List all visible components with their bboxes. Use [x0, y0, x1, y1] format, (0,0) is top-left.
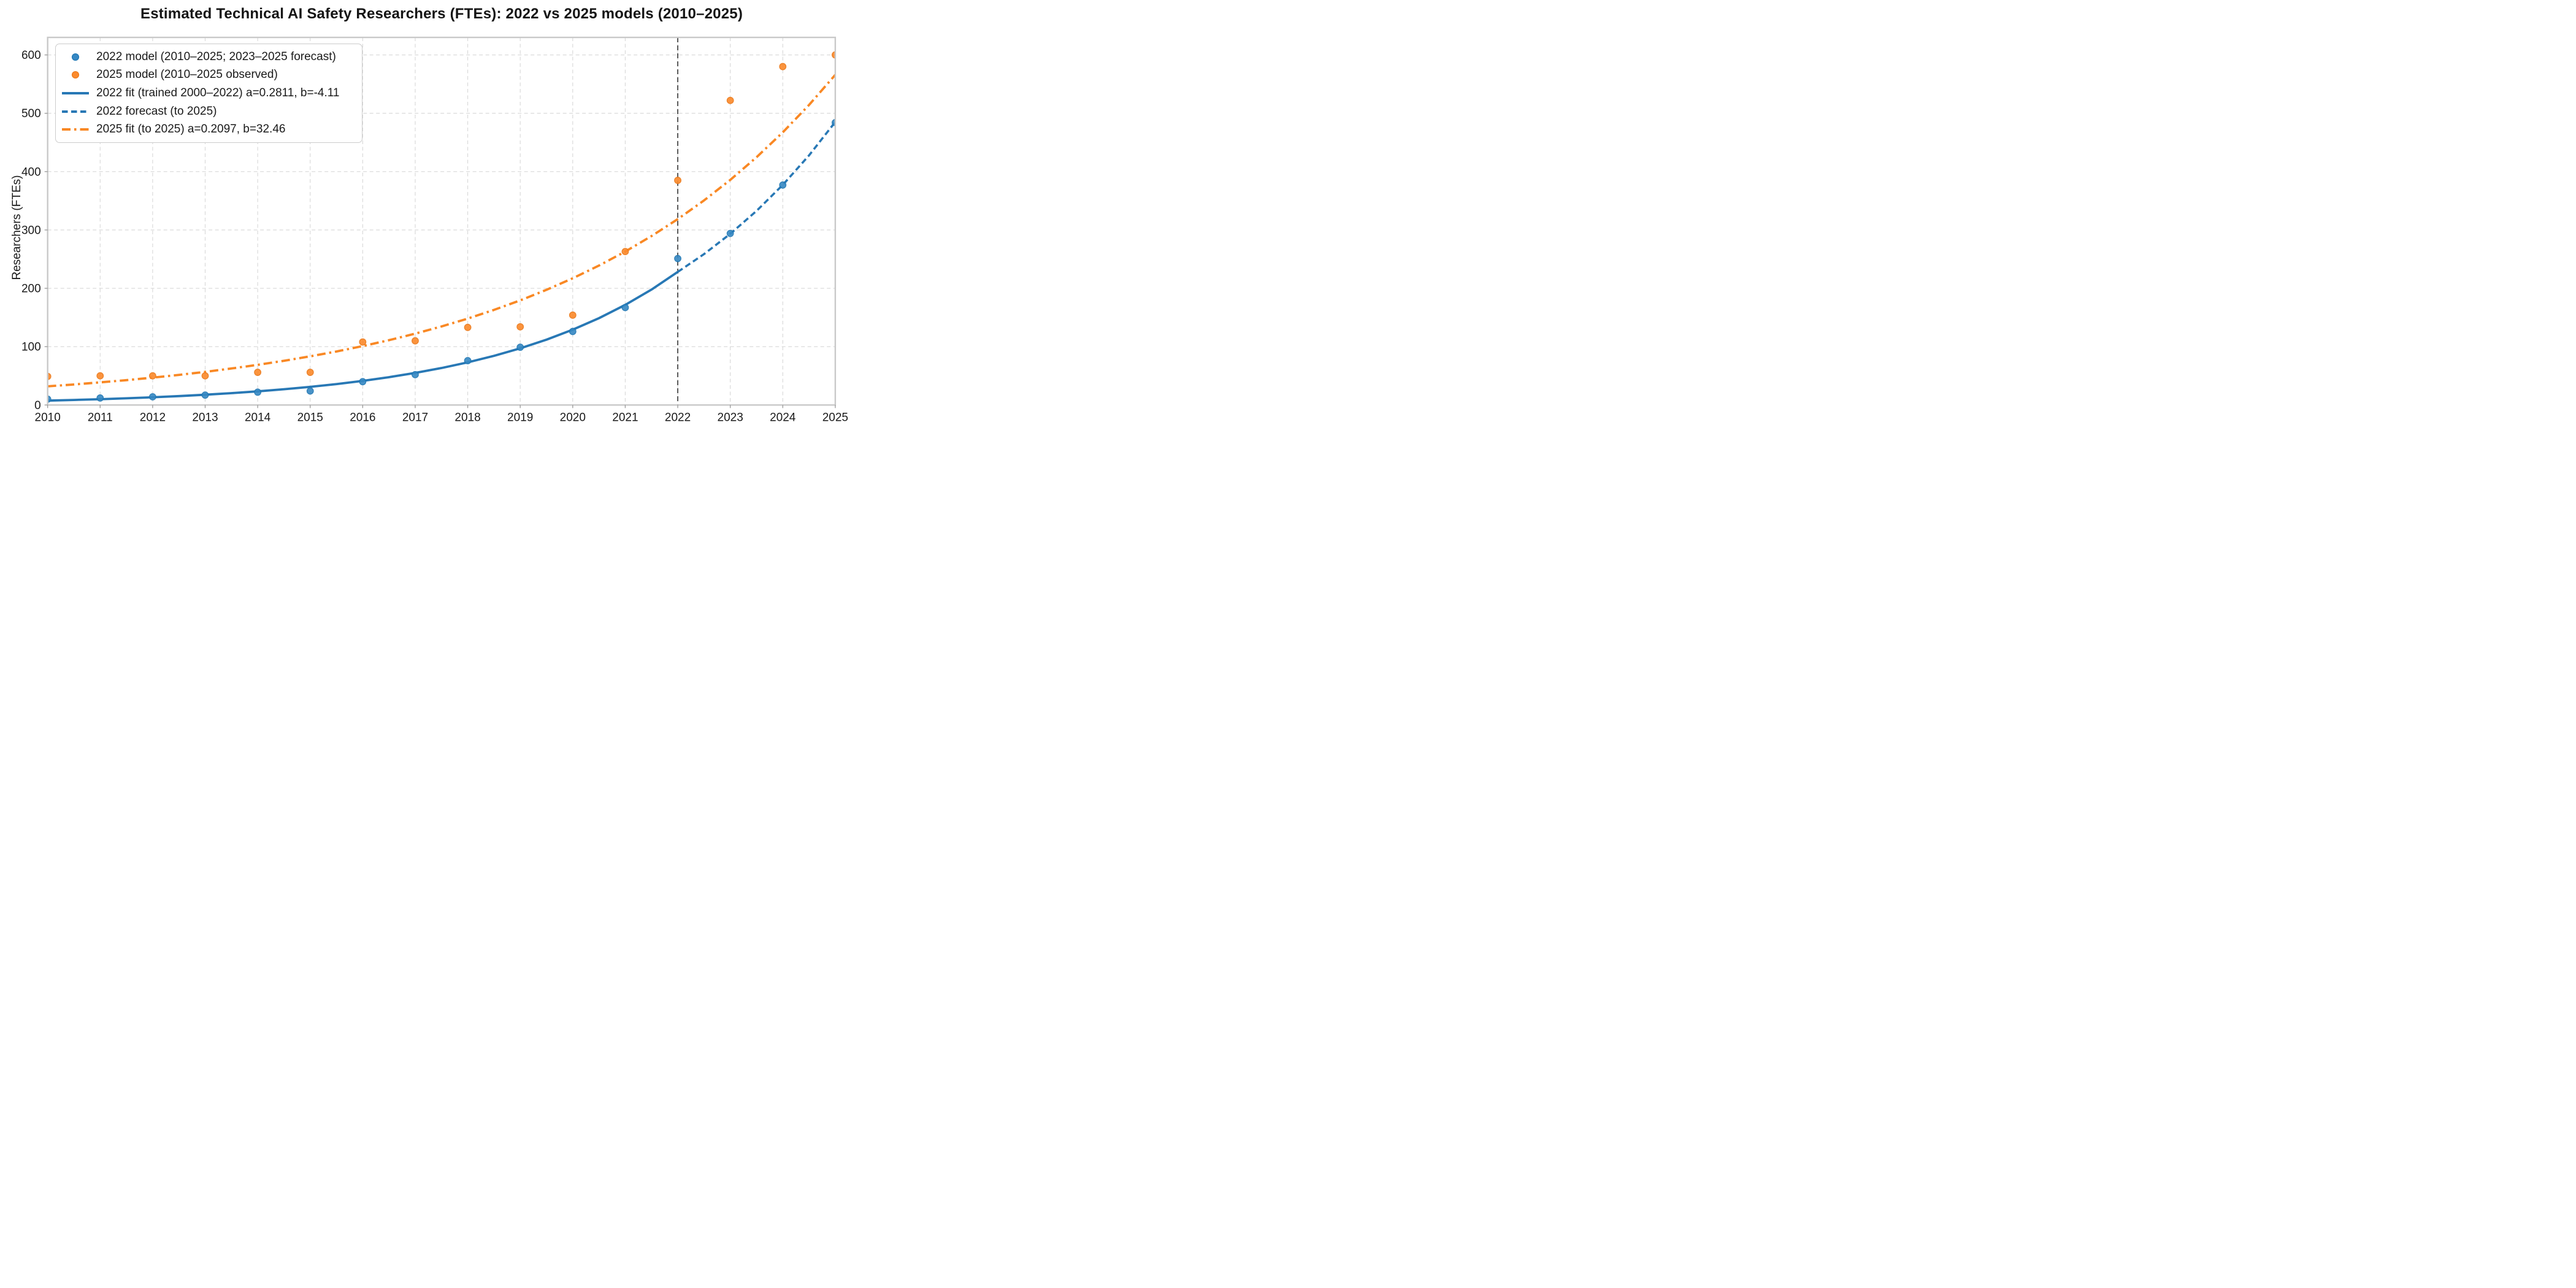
scatter-series — [47, 51, 835, 380]
legend-item: 2022 fit (trained 2000–2022) a=0.2811, b… — [56, 84, 362, 102]
y-tick-label: 100 — [21, 341, 41, 354]
legend-handle-glyph — [62, 128, 89, 131]
data-point — [779, 63, 787, 71]
legend-label: 2022 model (2010–2025; 2023–2025 forecas… — [96, 50, 336, 63]
x-tick-label: 2017 — [402, 411, 428, 424]
dashdot-line-icon — [61, 125, 90, 134]
data-point — [412, 370, 419, 378]
fit-line-dashed — [677, 121, 835, 273]
data-point — [148, 393, 156, 401]
data-point — [148, 372, 156, 380]
data-point — [726, 96, 734, 104]
data-point — [359, 378, 367, 386]
data-point — [674, 177, 681, 184]
data-point — [201, 391, 209, 399]
x-tick-label: 2018 — [454, 411, 480, 424]
x-tick-label: 2021 — [612, 411, 638, 424]
legend-item: 2025 model (2010–2025 observed) — [56, 66, 362, 85]
data-point — [516, 343, 524, 351]
data-point — [569, 328, 577, 335]
x-tick-label: 2025 — [822, 411, 848, 424]
x-tick-label: 2019 — [507, 411, 533, 424]
chart-title: Estimated Technical AI Safety Researcher… — [140, 6, 743, 22]
data-point — [516, 323, 524, 331]
legend-box: 2022 model (2010–2025; 2023–2025 forecas… — [55, 44, 362, 143]
data-point — [621, 304, 629, 312]
fit-line-dashdot — [47, 74, 835, 388]
chart-plot-area: 0 100 200 300 400 500 600 2010 2011 2012 2013 2014 2… — [21, 36, 848, 424]
y-tick-label: 600 — [21, 49, 41, 62]
legend-handle-glyph — [62, 91, 89, 94]
y-tick-label: 400 — [21, 166, 41, 178]
legend-handle-glyph — [71, 71, 80, 79]
legend-item: 2022 forecast (to 2025) — [56, 102, 362, 121]
x-tick-label: 2012 — [140, 411, 166, 424]
legend-label: 2022 fit (trained 2000–2022) a=0.2811, b… — [96, 86, 340, 99]
data-point — [412, 337, 419, 345]
x-tick-label: 2010 — [35, 411, 61, 424]
data-point — [96, 372, 104, 380]
x-tick-label: 2020 — [560, 411, 586, 424]
data-point — [674, 255, 681, 263]
legend-label: 2025 fit (to 2025) a=0.2097, b=32.46 — [96, 123, 286, 136]
data-point — [726, 229, 734, 237]
data-point — [359, 338, 367, 346]
legend-label: 2025 model (2010–2025 observed) — [96, 68, 278, 82]
chart-figure: Estimated Technical AI Safety Researcher… — [0, 0, 859, 429]
data-point — [464, 357, 472, 364]
data-point — [779, 181, 787, 189]
data-point — [464, 323, 472, 331]
legend-item: 2025 fit (to 2025) a=0.2097, b=32.46 — [56, 120, 362, 139]
scatter-series — [47, 118, 835, 403]
x-tick-label: 2023 — [718, 411, 743, 424]
data-point — [569, 311, 577, 319]
y-tick-label: 500 — [21, 107, 41, 120]
axes-spines — [47, 36, 837, 406]
x-tick-label: 2013 — [192, 411, 218, 424]
x-tick-label: 2024 — [770, 411, 796, 424]
data-point — [621, 248, 629, 256]
x-tick-label: 2016 — [350, 411, 375, 424]
x-tick-label: 2011 — [88, 411, 113, 424]
data-point — [254, 369, 262, 376]
solid-line-icon — [61, 89, 90, 98]
scatter-marker-icon — [61, 71, 90, 79]
data-point — [96, 394, 104, 402]
x-tick-label: 2022 — [665, 411, 691, 424]
scatter-marker-icon — [61, 53, 90, 61]
data-point — [831, 51, 835, 59]
x-tick-label: 2014 — [245, 411, 271, 424]
data-point — [831, 118, 835, 126]
data-point — [254, 388, 262, 396]
y-tick-label: 0 — [34, 399, 41, 412]
y-tick-label: 300 — [21, 224, 41, 237]
x-tick-label: 2015 — [297, 411, 323, 424]
data-point — [306, 369, 314, 376]
data-point — [201, 372, 209, 380]
legend-label: 2022 forecast (to 2025) — [96, 104, 217, 118]
dashed-line-icon — [61, 107, 90, 116]
y-tick-label: 200 — [21, 283, 41, 296]
legend-handle-glyph — [62, 110, 89, 113]
legend-handle-glyph — [71, 53, 80, 61]
legend-item: 2022 model (2010–2025; 2023–2025 forecas… — [56, 48, 362, 66]
data-point — [306, 387, 314, 395]
